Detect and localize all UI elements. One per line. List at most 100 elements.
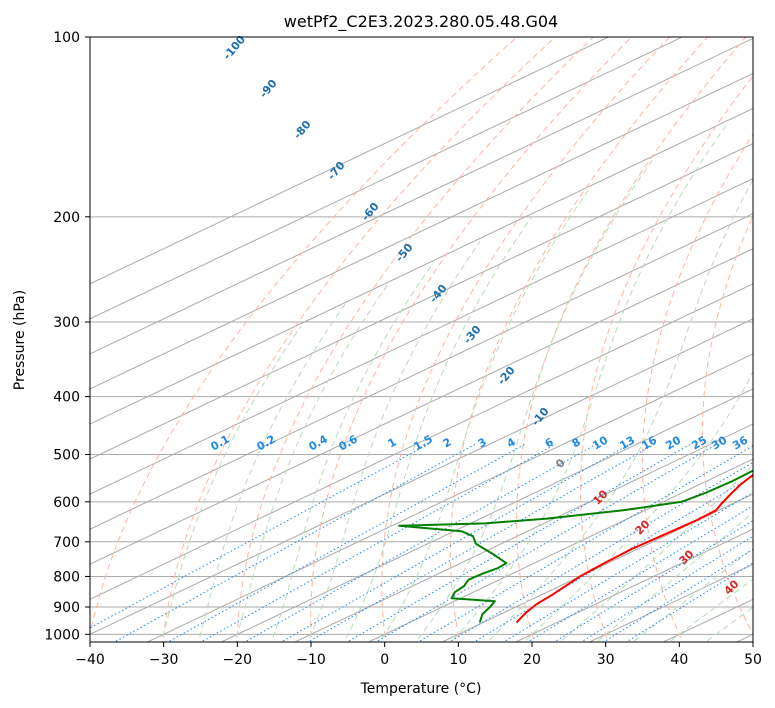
x-tick-label: 20 — [523, 652, 541, 668]
moist-adiabat-line — [704, 606, 753, 642]
mixing-ratio-line — [375, 443, 718, 642]
x-tick-label: −10 — [296, 652, 326, 668]
y-tick-label: 300 — [53, 315, 80, 331]
mixing-ratio-line — [580, 535, 753, 642]
mixing-ratio-label: 0.4 — [307, 432, 331, 453]
mixing-ratio-line — [417, 445, 753, 642]
plot-frame — [89, 36, 754, 643]
x-tick-label: 0 — [380, 652, 389, 668]
y-tick-label: 500 — [53, 448, 80, 464]
mixing-ratio-label: 0.2 — [255, 432, 278, 453]
mixing-ratio-label: 1 — [386, 435, 399, 450]
mixing-ratio-label: 13 — [617, 434, 637, 453]
dry-adiabat-line — [449, 37, 709, 642]
x-axis: −40 −30 −20 −10 0 10 20 30 40 50 — [75, 642, 762, 668]
x-tick-label: 10 — [449, 652, 467, 668]
moist-adiabat-line — [234, 284, 389, 642]
mixing-ratio-label: 36 — [730, 433, 750, 452]
chart-title: wetPf2_C2E3.2023.280.05.48.G04 — [284, 12, 558, 32]
y-axis-title: Pressure (hPa) — [12, 290, 28, 390]
isotherm-line — [90, 142, 753, 460]
y-tick-label: 200 — [53, 210, 80, 226]
in-plot-labels: -100-90-80-70-60-50-40-30-20-100.1 0.2 0.4… — [209, 33, 751, 598]
mixing-ratio-label: 4 — [505, 435, 518, 450]
y-tick-label: 900 — [53, 600, 80, 616]
dewpoint-line — [398, 469, 753, 623]
moist-adiabat-line — [343, 216, 533, 642]
isotherm-line — [90, 248, 753, 565]
isotherm-line — [90, 37, 610, 285]
moist-adiabat-line — [668, 578, 753, 642]
mixing-ratio-label: 25 — [689, 434, 709, 453]
background-lines — [90, 37, 775, 647]
dry-adiabat-label: -80 — [291, 118, 314, 142]
moist-adiabat-line — [270, 263, 433, 642]
isotherm-line — [514, 528, 753, 642]
moist-adiabat-line — [451, 124, 728, 642]
mixing-ratio-line — [307, 443, 656, 642]
x-tick-label: −40 — [75, 652, 105, 668]
isotherm-line — [146, 353, 753, 642]
dry-adiabat-label: -40 — [427, 282, 450, 306]
mixing-ratio-line — [113, 443, 476, 642]
mixing-ratio-line — [280, 443, 631, 642]
dry-adiabat-line — [381, 37, 670, 642]
dry-adiabat-line — [310, 37, 632, 642]
isotherm-line — [90, 213, 753, 530]
dry-adiabat-line — [516, 37, 747, 642]
mixing-ratio-line — [346, 443, 692, 642]
moist-adiabat-label: 10 — [591, 487, 611, 507]
dry-adiabat-label: -20 — [495, 364, 518, 388]
y-tick-label: 100 — [53, 30, 80, 46]
dry-adiabat-line — [162, 37, 556, 642]
isotherm-line — [588, 563, 753, 642]
temperature-line — [515, 473, 753, 624]
mixing-ratio-label: 3 — [476, 435, 489, 450]
x-axis-title: Temperature (°C) — [360, 681, 482, 697]
dry-adiabat-line — [642, 133, 753, 642]
moist-adiabat-line — [486, 178, 753, 642]
mixing-ratio-label: 0.6 — [337, 432, 361, 453]
isotherm-line — [90, 107, 753, 425]
mixing-ratio-line — [473, 475, 753, 642]
moist-adiabat-label: 0 — [553, 456, 568, 471]
moist-adiabat-line — [559, 464, 753, 642]
isotherm-line — [367, 458, 753, 642]
dry-adiabat-line — [701, 214, 753, 636]
mixing-ratio-label: 2 — [441, 435, 454, 450]
y-tick-label: 400 — [53, 390, 80, 406]
mixing-ratio-label: 20 — [663, 433, 683, 452]
dry-adiabat-line — [90, 37, 518, 637]
mixing-ratio-line — [553, 520, 753, 642]
isotherm-line — [441, 493, 753, 642]
mixing-ratio-label: 1.5 — [412, 432, 435, 453]
dry-adiabat-line — [236, 37, 594, 642]
moist-adiabat-line — [415, 158, 654, 642]
y-tick-label: 800 — [53, 569, 80, 585]
mixing-ratio-line — [167, 443, 526, 642]
isotherm-line — [90, 37, 753, 355]
x-tick-label: −30 — [149, 652, 179, 668]
x-tick-label: 40 — [670, 652, 688, 668]
mixing-ratio-label: 10 — [590, 433, 610, 452]
moist-adiabat-label: 20 — [633, 517, 653, 537]
x-tick-label: 50 — [744, 652, 762, 668]
moist-adiabat-line — [198, 303, 346, 642]
mixing-ratio-line — [243, 443, 597, 642]
y-tick-label: 1000 — [44, 627, 80, 643]
isotherm-line — [220, 388, 753, 642]
moist-adiabat-line — [523, 370, 753, 642]
isotherm-line — [90, 283, 753, 600]
y-tick-label: 700 — [53, 535, 80, 551]
isotherm-line — [90, 178, 753, 495]
dry-adiabat-label: -90 — [257, 77, 280, 101]
dry-adiabat-label: -10 — [529, 405, 552, 429]
y-tick-label: 600 — [53, 495, 80, 511]
mixing-ratio-line — [200, 443, 557, 642]
moist-adiabat-line — [161, 326, 302, 642]
dry-adiabat-line — [580, 75, 753, 642]
isotherm-line — [90, 318, 753, 635]
dry-adiabat-line — [761, 37, 775, 647]
